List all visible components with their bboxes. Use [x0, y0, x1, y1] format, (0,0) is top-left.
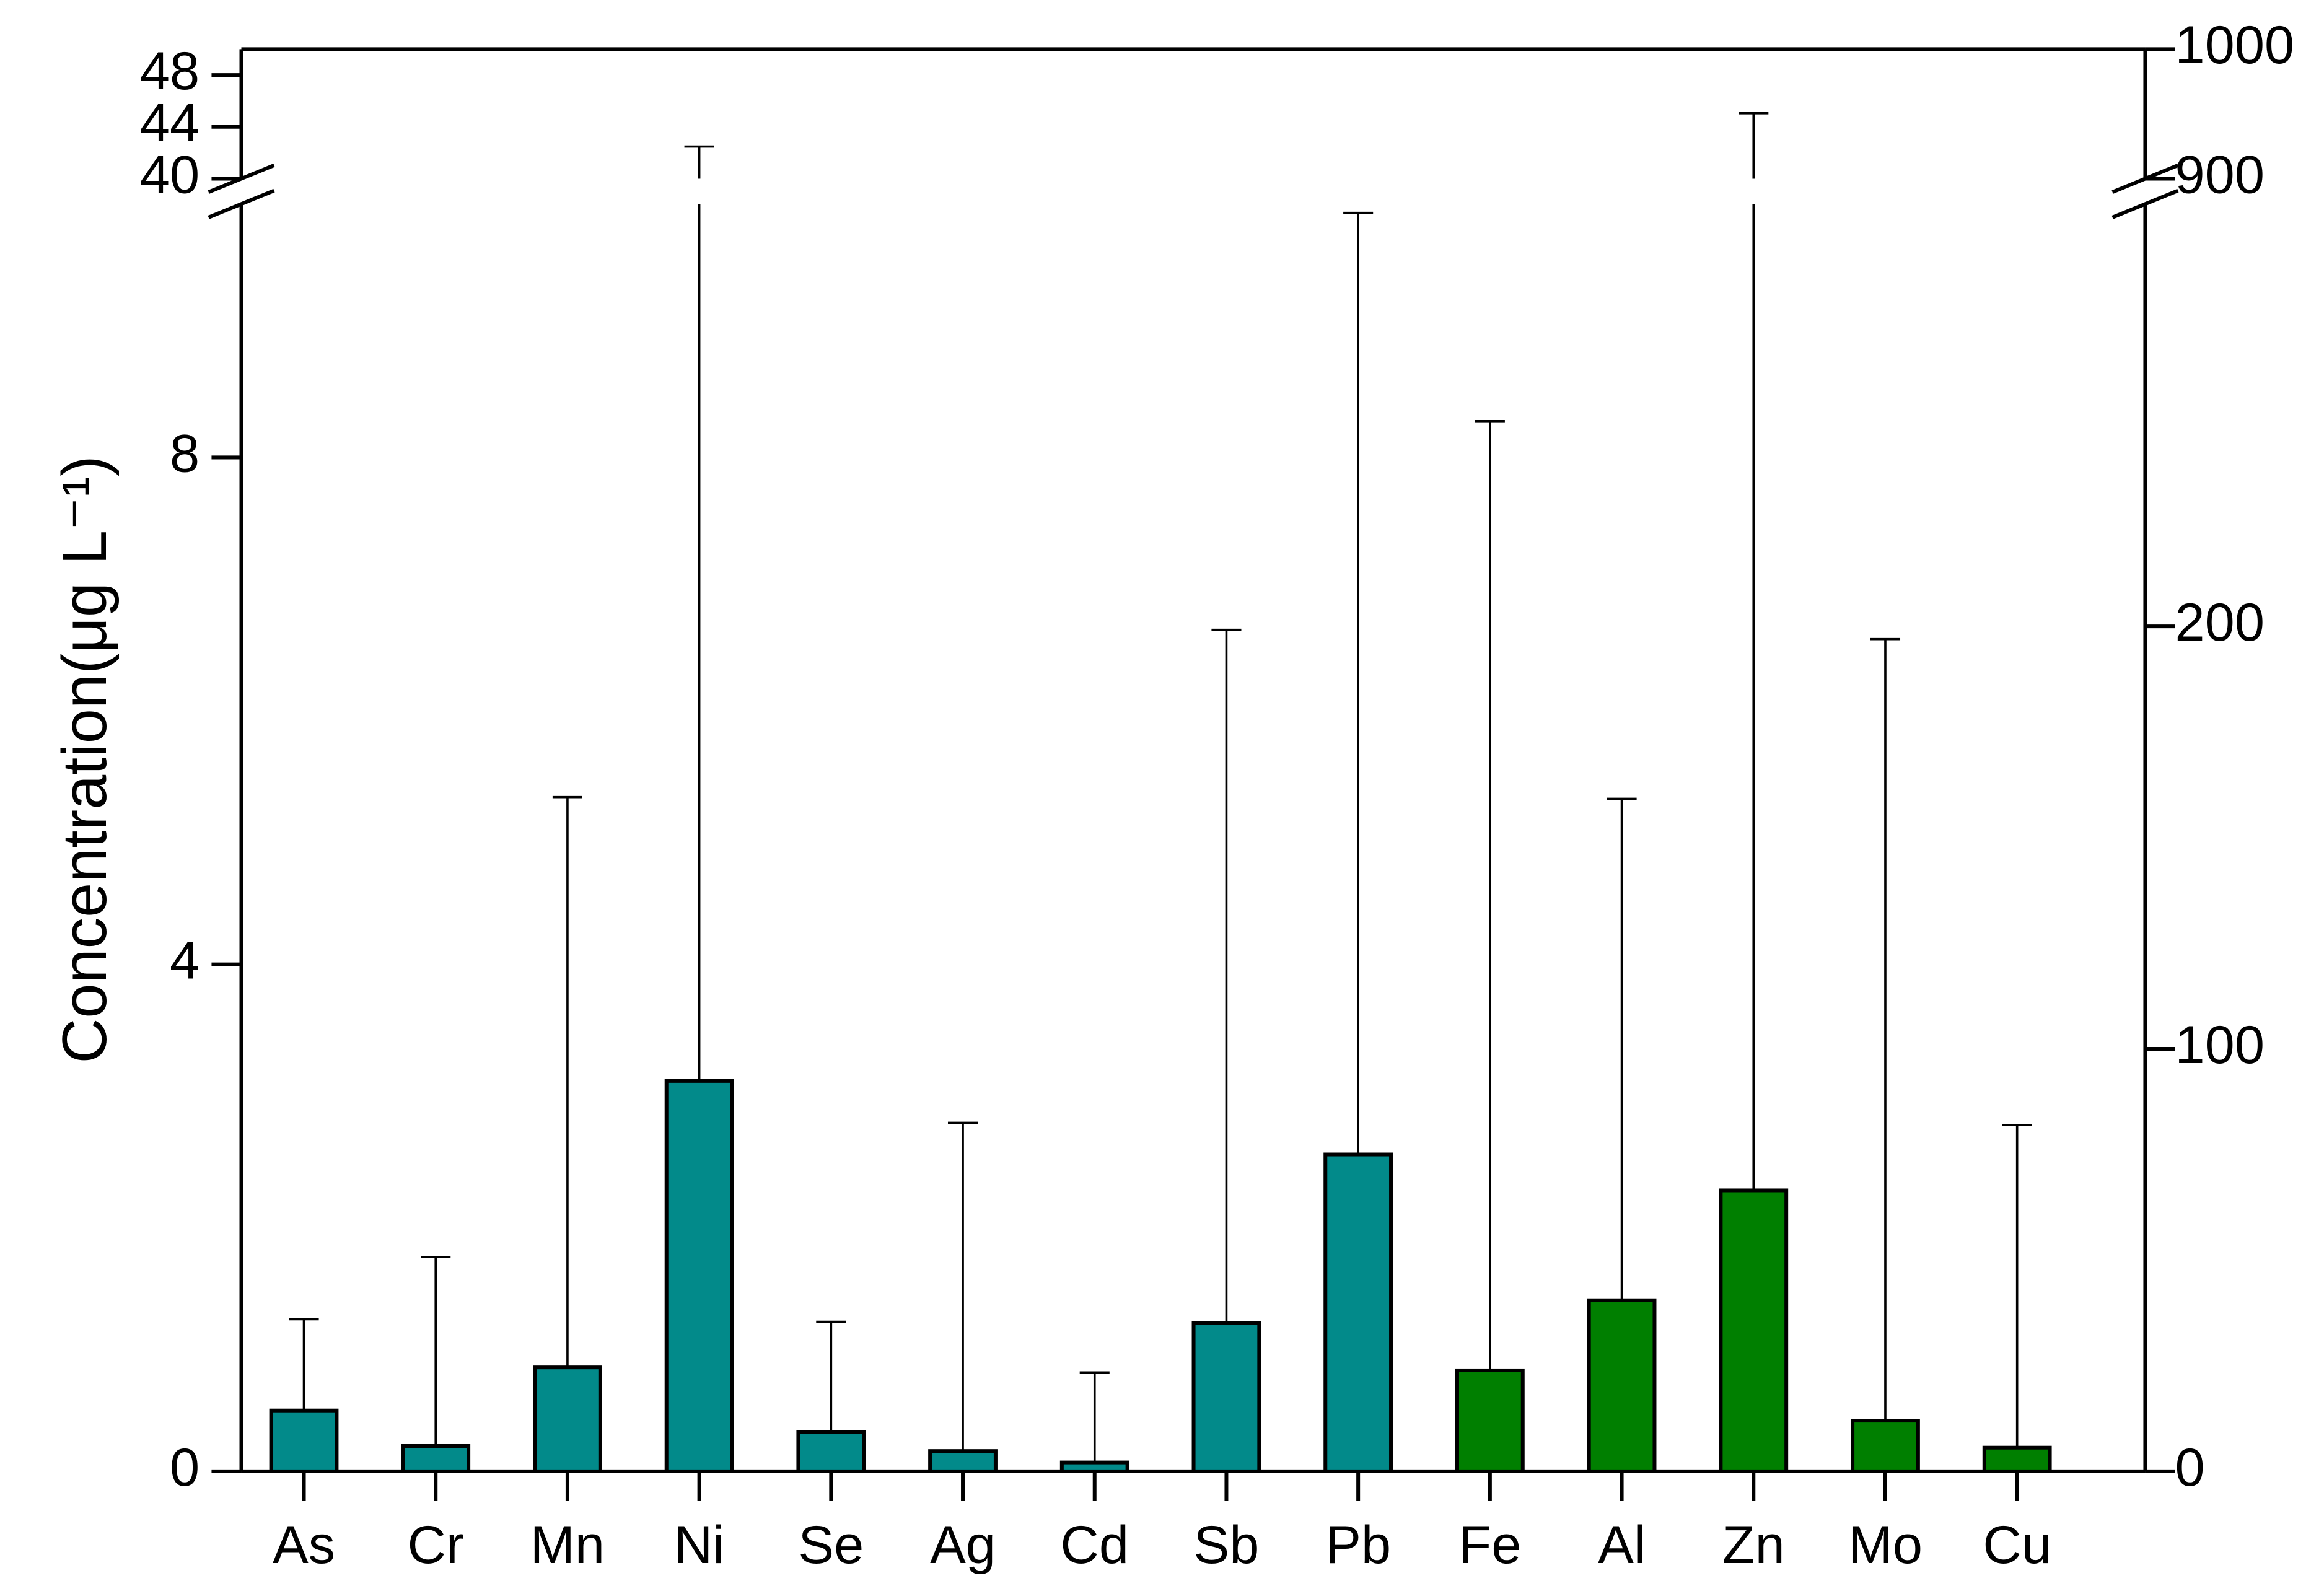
- bar: [269, 1408, 339, 1473]
- x-tick-label: Mo: [1848, 1515, 1923, 1575]
- bar: [928, 1449, 998, 1473]
- y2-tick-label: 100: [2175, 1015, 2265, 1075]
- x-tick-label: Cr: [408, 1515, 464, 1575]
- bar: [533, 1365, 602, 1473]
- bar: [1323, 1152, 1393, 1473]
- y-axis-label: Concentration(μg L⁻¹): [50, 455, 120, 1063]
- x-tick-label: Cu: [1983, 1515, 2051, 1575]
- x-tick-label: Al: [1598, 1515, 1646, 1575]
- x-tick-label: Se: [798, 1515, 864, 1575]
- y2-tick-label: 900: [2175, 145, 2265, 204]
- bar: [1587, 1298, 1657, 1473]
- y-tick-label: 8: [170, 424, 200, 483]
- bar: [1982, 1445, 2052, 1473]
- x-tick-label: Cd: [1060, 1515, 1129, 1575]
- y-tick-label: 40: [140, 145, 200, 204]
- x-tick-label: Sb: [1194, 1515, 1260, 1575]
- bar: [1455, 1368, 1525, 1473]
- x-tick-label: Ag: [930, 1515, 996, 1575]
- x-tick-label: Mn: [530, 1515, 605, 1575]
- axis-break: [208, 188, 275, 219]
- bar: [1851, 1419, 1920, 1473]
- bar: [401, 1444, 471, 1473]
- bar: [1719, 1188, 1789, 1473]
- y-tick-label: 48: [140, 42, 200, 101]
- axis-break: [2111, 188, 2179, 219]
- x-tick-label: Pb: [1325, 1515, 1391, 1575]
- bar: [796, 1430, 866, 1473]
- x-tick-label: Fe: [1458, 1515, 1521, 1575]
- x-tick-label: Zn: [1722, 1515, 1785, 1575]
- x-tick-label: Ni: [674, 1515, 725, 1575]
- y-tick-label: 44: [140, 94, 200, 153]
- bar: [1191, 1321, 1261, 1473]
- x-tick-label: As: [273, 1515, 335, 1575]
- y2-tick-label: 0: [2175, 1438, 2205, 1497]
- bar: [1059, 1460, 1129, 1473]
- y-tick-label: 0: [170, 1438, 200, 1497]
- y2-tick-label: 1000: [2175, 15, 2295, 75]
- y-tick-label: 4: [170, 931, 200, 991]
- y2-tick-label: 200: [2175, 593, 2265, 652]
- bar: [664, 1079, 734, 1473]
